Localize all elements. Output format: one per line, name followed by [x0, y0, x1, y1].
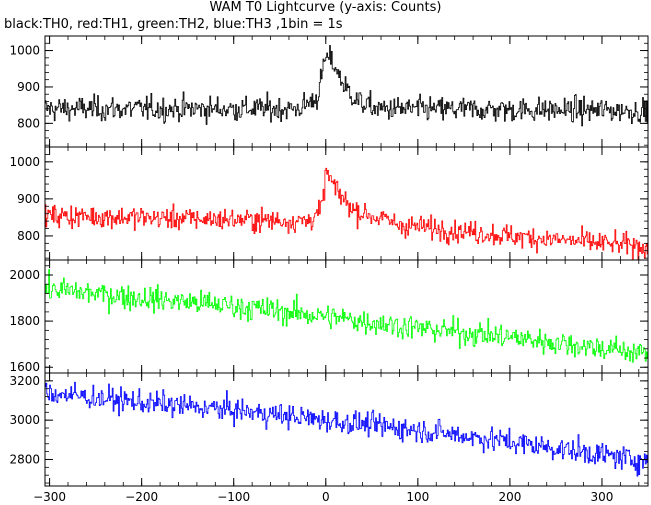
x-tick-label: 0: [322, 490, 330, 504]
y-tick-label: 1000: [9, 155, 40, 169]
y-tick-label: 1000: [9, 44, 40, 58]
x-tick-label: 100: [406, 490, 429, 504]
panel-frame: [44, 372, 649, 487]
y-tick-label: 800: [17, 116, 40, 130]
y-tick-label: 2000: [9, 268, 40, 282]
y-tick-label: 900: [17, 192, 40, 206]
panel-frame: [44, 35, 649, 148]
panel-frame: [44, 146, 649, 261]
chart-subtitle: black:TH0, red:TH1, green:TH2, blue:TH3 …: [4, 17, 343, 32]
y-tick-label: 1800: [9, 314, 40, 328]
series-line-th3: [45, 381, 648, 477]
x-tick-label: −300: [33, 490, 66, 504]
panel-frame: [44, 259, 649, 374]
y-tick-label: 3200: [9, 374, 40, 388]
series-line-th0: [45, 45, 648, 127]
y-tick-label: 1600: [9, 360, 40, 374]
y-tick-label: 800: [17, 229, 40, 243]
y-tick-label: 3000: [9, 413, 40, 427]
y-tick-label: 2800: [9, 452, 40, 466]
x-tick-label: −100: [217, 490, 250, 504]
series-line-th2: [45, 269, 648, 363]
series-line-th1: [45, 167, 648, 260]
x-tick-label: 300: [591, 490, 614, 504]
chart-title: WAM T0 Lightcurve (y-axis: Counts): [209, 0, 442, 15]
x-tick-label: −200: [125, 490, 158, 504]
x-tick-label: 200: [498, 490, 521, 504]
y-tick-label: 900: [17, 80, 40, 94]
